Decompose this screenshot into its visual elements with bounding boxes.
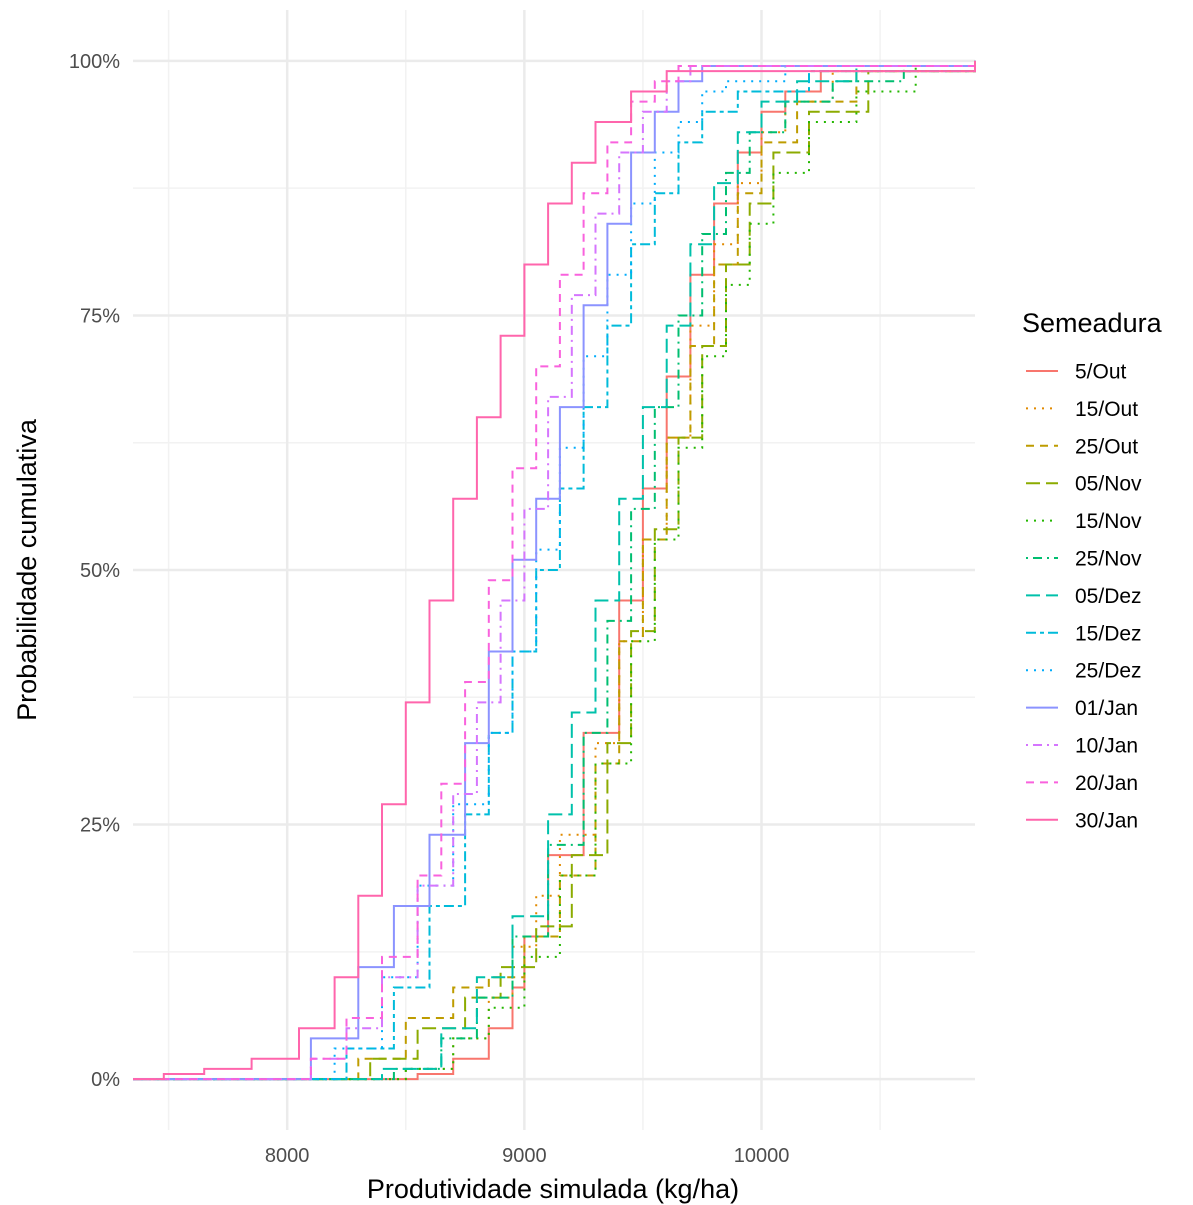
legend-label-0: 5/Out <box>1075 361 1127 384</box>
series-layer <box>133 60 976 1081</box>
y-tick-label-1: 25% <box>80 815 120 837</box>
legend-label-8: 25/Dez <box>1075 660 1142 683</box>
x-tick-label-2: 10000 <box>734 1145 790 1167</box>
legend-label-11: 20/Jan <box>1075 772 1138 795</box>
y-tick-label-4: 100% <box>69 51 120 73</box>
legend-label-9: 01/Jan <box>1075 697 1138 720</box>
series-line-3 <box>133 60 976 1081</box>
legend-label-3: 05/Nov <box>1075 473 1142 496</box>
x-tick-label-0: 8000 <box>265 1145 310 1167</box>
y-tick-label-2: 50% <box>80 560 120 582</box>
legend-label-1: 15/Out <box>1075 398 1138 421</box>
legend-label-6: 05/Dez <box>1075 585 1142 608</box>
series-line-11 <box>133 60 976 1081</box>
legend-label-5: 25/Nov <box>1075 548 1142 571</box>
legend-label-10: 10/Jan <box>1075 735 1138 758</box>
legend-label-7: 15/Dez <box>1075 622 1142 645</box>
series-line-10 <box>133 60 976 1081</box>
series-line-6 <box>133 60 976 1081</box>
legend: Semeadura 5/Out 15/Out 25/Out 05/Nov 15/Nov 2… <box>1022 308 1163 832</box>
series-line-8 <box>133 60 976 1081</box>
series-line-9 <box>133 60 976 1081</box>
legend-label-4: 15/Nov <box>1075 510 1142 533</box>
y-axis-ticks: 0% 25% 50% 75% 100% <box>69 51 120 1091</box>
legend-items: 5/Out 15/Out 25/Out 05/Nov 15/Nov 25/Nov 05/De… <box>1026 361 1142 832</box>
series-line-2 <box>133 60 976 1081</box>
y-tick-label-3: 75% <box>80 305 120 327</box>
y-tick-label-0: 0% <box>91 1069 120 1091</box>
series-line-7 <box>133 60 976 1081</box>
legend-label-12: 30/Jan <box>1075 809 1138 832</box>
y-axis-title: Probabilidade cumulativa <box>12 418 42 721</box>
legend-label-2: 25/Out <box>1075 435 1138 458</box>
series-line-5 <box>133 60 976 1081</box>
legend-title: Semeadura <box>1022 308 1163 338</box>
x-axis-title: Produtividade simulada (kg/ha) <box>367 1174 739 1204</box>
x-axis-ticks: 8000 9000 10000 <box>265 1145 789 1167</box>
x-tick-label-1: 9000 <box>502 1145 547 1167</box>
series-line-4 <box>133 60 976 1081</box>
series-line-12 <box>133 60 976 1081</box>
